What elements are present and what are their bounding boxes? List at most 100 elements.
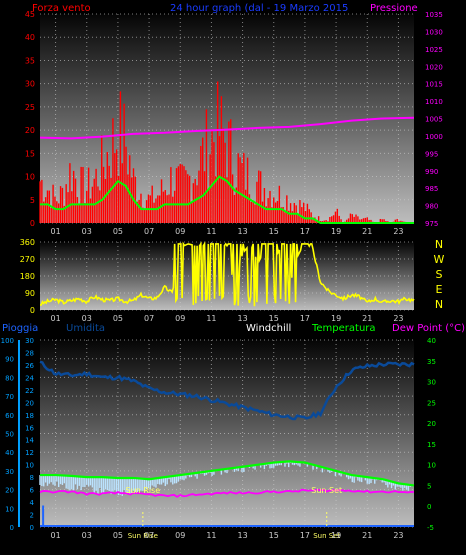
compass-label: E (436, 283, 443, 296)
x-tick-label: 23 (393, 227, 403, 236)
humidity-y-tick: 90 (5, 356, 14, 364)
pressure-y-tick: 1000 (425, 133, 443, 141)
humidity-y-tick: 30 (5, 468, 14, 476)
wind-y-tick: 15 (25, 149, 35, 158)
rain-y-tick: 0 (30, 524, 34, 532)
rain-y-tick: 22 (25, 387, 34, 395)
x-tick-label: 21 (362, 227, 372, 236)
x-tick-label: 11 (206, 227, 216, 236)
x-tick-label: 13 (237, 314, 247, 323)
rain-y-tick: 4 (30, 499, 35, 507)
humidity-y-tick: 70 (5, 393, 14, 401)
temperature-line (40, 460, 415, 487)
wind-chart-axes: 0510152025303540459759809859909951000100… (25, 10, 443, 236)
wind-y-tick: 45 (25, 10, 35, 19)
x-tick-label: 17 (300, 314, 310, 323)
pressure-line (39, 116, 415, 140)
x-tick-label: 23 (393, 531, 403, 540)
humidity-y-tick: 100 (1, 337, 14, 345)
x-tick-label: 01 (50, 314, 60, 323)
direction-y-tick: 90 (25, 289, 35, 298)
temperature-y-tick: 5 (427, 482, 431, 490)
direction-y-tick: 360 (20, 238, 35, 247)
temperature-chart-marks: Sun Rise Sun Rise Sun Set Sun Set (39, 360, 415, 540)
x-tick-label: 09 (175, 314, 185, 323)
pressure-y-tick: 975 (425, 220, 438, 228)
wind-direction-line (39, 241, 415, 307)
temperature-y-tick: 25 (427, 399, 436, 407)
pressure-y-tick: 980 (425, 203, 438, 211)
x-tick-label: 21 (362, 531, 372, 540)
pressure-y-tick: 1025 (425, 46, 443, 54)
humidity-y-tick: 20 (5, 487, 14, 495)
wind-speed-title: Forza vento (32, 3, 91, 14)
temperature-y-tick: 15 (427, 441, 436, 449)
temperature-y-tick: -5 (427, 524, 434, 532)
x-tick-label: 19 (331, 314, 341, 323)
rain-y-tick: 6 (30, 487, 35, 495)
x-tick-label: 17 (300, 227, 310, 236)
x-tick-label: 11 (206, 314, 216, 323)
pressure-y-tick: 985 (425, 185, 438, 193)
direction-y-tick: 270 (20, 255, 35, 264)
x-tick-label: 07 (144, 227, 154, 236)
chart-center-title: 24 hour graph (dal - 19 Marzo 2015 (170, 3, 348, 14)
x-tick-label: 05 (113, 531, 123, 540)
sunrise-label: Sun Rise (126, 486, 161, 495)
rain-y-tick: 18 (25, 412, 34, 420)
temperature-y-tick: 35 (427, 358, 436, 366)
rain-y-tick: 8 (30, 474, 34, 482)
wind-y-tick: 20 (25, 126, 35, 135)
humidity-y-tick: 0 (10, 524, 14, 532)
pressure-y-tick: 1005 (425, 116, 443, 124)
temperature-y-tick: 20 (427, 420, 436, 428)
x-tick-label: 03 (82, 531, 92, 540)
direction-y-tick: 0 (30, 306, 35, 315)
humidity-line (39, 360, 415, 421)
legend-pioggia: Pioggia (2, 323, 38, 334)
wind-direction-axes: 0 90 180 270 360 01 03 05 07 09 11 13 15 17 19 21 23 (20, 238, 404, 323)
wind-y-tick: 35 (25, 56, 35, 65)
legend-umidita: Umidita (66, 323, 105, 334)
x-tick-label: 15 (269, 227, 279, 236)
humidity-y-tick: 80 (5, 374, 14, 382)
sunrise-axis-label: Sun Rise (128, 532, 158, 540)
humidity-y-tick: 40 (5, 449, 14, 457)
x-tick-label: 09 (175, 227, 185, 236)
x-tick-label: 13 (237, 531, 247, 540)
wind-y-tick: 30 (25, 80, 35, 89)
rain-y-tick: 20 (25, 399, 34, 407)
wind-direction-grid (40, 241, 414, 311)
wind-average-line (40, 175, 414, 224)
humidity-y-tick: 60 (5, 412, 14, 420)
wind-y-tick: 10 (25, 173, 35, 182)
x-tick-label: 19 (331, 531, 341, 540)
wind-chart-grid (40, 13, 414, 224)
rain-y-tick: 30 (25, 337, 34, 345)
pressure-y-tick: 1030 (425, 28, 443, 36)
temperature-y-tick: 10 (427, 462, 436, 470)
pressure-y-tick: 1035 (425, 11, 443, 19)
pressure-title: Pressione (370, 3, 418, 14)
legend-windchill: Windchill (246, 323, 291, 334)
pressure-y-tick: 1015 (425, 81, 443, 89)
x-tick-label: 07 (144, 531, 154, 540)
x-tick-label: 05 (113, 314, 123, 323)
temperature-y-tick: 30 (427, 379, 436, 387)
rain-y-tick: 2 (30, 512, 34, 520)
rain-y-tick: 16 (25, 424, 34, 432)
wind-y-tick: 5 (30, 196, 35, 205)
x-tick-label: 17 (300, 531, 310, 540)
pressure-y-tick: 990 (425, 168, 438, 176)
wind-direction-marks (39, 241, 415, 307)
x-tick-label: 01 (50, 531, 60, 540)
legend-temperatura: Temperatura (311, 323, 376, 334)
rain-y-tick: 26 (25, 362, 34, 370)
wind-y-tick: 25 (25, 103, 35, 112)
x-tick-label: 19 (331, 227, 341, 236)
x-tick-label: 03 (82, 227, 92, 236)
temperature-y-tick: 40 (427, 337, 436, 345)
compass-label: W (434, 253, 445, 266)
humidity-y-tick: 50 (5, 431, 14, 439)
